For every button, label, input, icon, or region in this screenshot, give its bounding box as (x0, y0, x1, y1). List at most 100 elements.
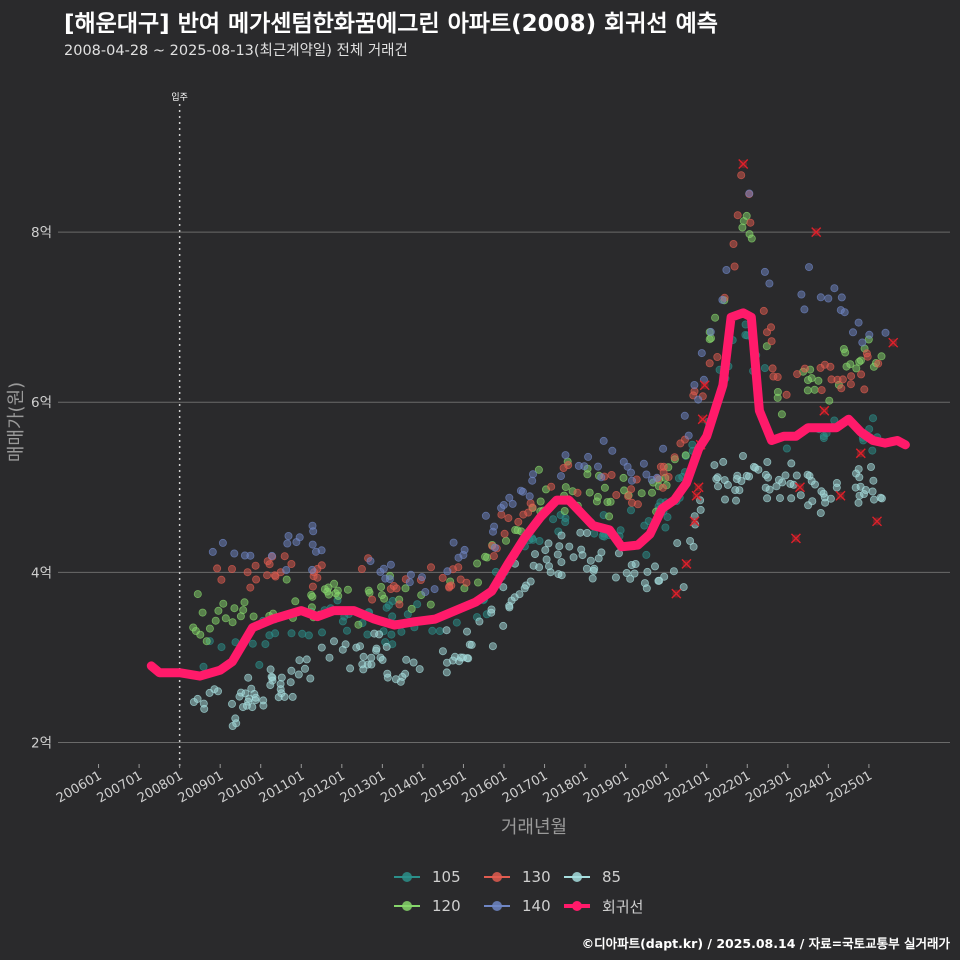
point-120 (605, 512, 614, 521)
point-85 (302, 655, 311, 664)
legend-swatch (392, 895, 422, 917)
y-tick-label: 4억 (31, 565, 52, 581)
point-105 (661, 523, 670, 532)
point-85 (266, 681, 275, 690)
point-140 (858, 338, 867, 347)
point-130 (800, 364, 809, 373)
point-120 (377, 583, 386, 592)
point-140 (639, 459, 648, 468)
x-tick-label: 200801 (135, 768, 185, 806)
point-140 (574, 461, 583, 470)
point-120 (193, 590, 202, 599)
point-85 (569, 553, 578, 562)
point-85 (557, 558, 566, 567)
point-130 (763, 328, 772, 337)
point-130 (729, 239, 738, 248)
point-85 (341, 640, 350, 649)
point-120 (320, 585, 329, 594)
credit-text: ©디아파트(dapt.kr) / 2025.08.14 / 자료=국토교통부 실… (581, 936, 950, 951)
point-130 (846, 380, 855, 389)
point-105 (642, 550, 651, 559)
point-105 (255, 660, 264, 669)
point-130 (793, 370, 802, 379)
point-85 (719, 457, 728, 466)
point-140 (490, 543, 499, 552)
x-tick-label: 201301 (338, 768, 388, 806)
point-85 (669, 567, 678, 576)
point-85 (542, 555, 551, 564)
point-140 (529, 470, 538, 479)
point-85 (590, 564, 599, 573)
point-130 (573, 488, 582, 497)
point-140 (865, 330, 874, 339)
point-130 (860, 385, 869, 394)
point-85 (409, 658, 418, 667)
point-140 (594, 462, 603, 471)
point-130 (838, 375, 847, 384)
point-140 (699, 375, 708, 384)
cancelled-marker (855, 448, 866, 459)
point-85 (541, 546, 550, 555)
point-120 (221, 614, 230, 623)
point-85 (583, 529, 592, 538)
point-130 (658, 483, 667, 492)
point-85 (462, 627, 471, 636)
point-130 (559, 463, 568, 472)
point-85 (294, 670, 303, 679)
legend-label: 120 (432, 897, 461, 915)
cancelled-markers (671, 159, 899, 599)
cancelled-marker (681, 558, 692, 569)
x-tick-label: 200601 (54, 768, 104, 806)
point-120 (230, 604, 239, 613)
point-120 (343, 585, 352, 594)
point-130 (827, 375, 836, 384)
point-130 (392, 584, 401, 593)
chart-title: [해운대구] 반여 메가센텀한화꿈에그린 아파트(2008) 회귀선 예측 (64, 11, 718, 37)
x-tick-label: 202201 (703, 768, 753, 806)
point-120 (511, 526, 520, 535)
point-85 (359, 665, 368, 674)
point-140 (608, 446, 617, 455)
point-105 (397, 627, 406, 636)
point-85 (832, 483, 841, 492)
point-140 (599, 436, 608, 445)
x-tick-label: 202001 (622, 768, 672, 806)
point-85 (317, 643, 326, 652)
point-130 (504, 514, 513, 523)
legend-item-130: 130 (482, 866, 551, 888)
point-105 (388, 612, 397, 621)
point-85 (499, 621, 508, 630)
point-120 (205, 624, 214, 633)
point-130 (500, 529, 509, 538)
point-85 (686, 537, 695, 546)
point-105 (304, 631, 313, 640)
point-85 (735, 486, 744, 495)
point-85 (714, 482, 723, 491)
point-130 (213, 564, 222, 573)
point-120 (333, 586, 342, 595)
point-85 (651, 562, 660, 571)
point-120 (852, 364, 861, 373)
point-120 (747, 234, 756, 243)
point-140 (837, 293, 846, 302)
point-85 (763, 457, 772, 466)
point-120 (839, 344, 848, 353)
x-tick-label: 202401 (784, 768, 834, 806)
point-85 (720, 476, 729, 485)
point-140 (481, 511, 490, 520)
x-tick-label: 201501 (419, 768, 469, 806)
point-105 (413, 600, 422, 609)
legend-swatch (562, 895, 592, 917)
point-140 (694, 395, 703, 404)
point-140 (528, 476, 537, 485)
legend-item-120: 120 (392, 895, 461, 917)
point-85 (238, 703, 247, 712)
point-85 (787, 459, 796, 468)
point-85 (266, 665, 275, 674)
point-85 (529, 561, 538, 570)
point-105 (627, 506, 636, 515)
point-85 (851, 483, 860, 492)
point-130 (782, 390, 791, 399)
legend-label: 140 (522, 897, 551, 915)
point-140 (805, 263, 814, 272)
